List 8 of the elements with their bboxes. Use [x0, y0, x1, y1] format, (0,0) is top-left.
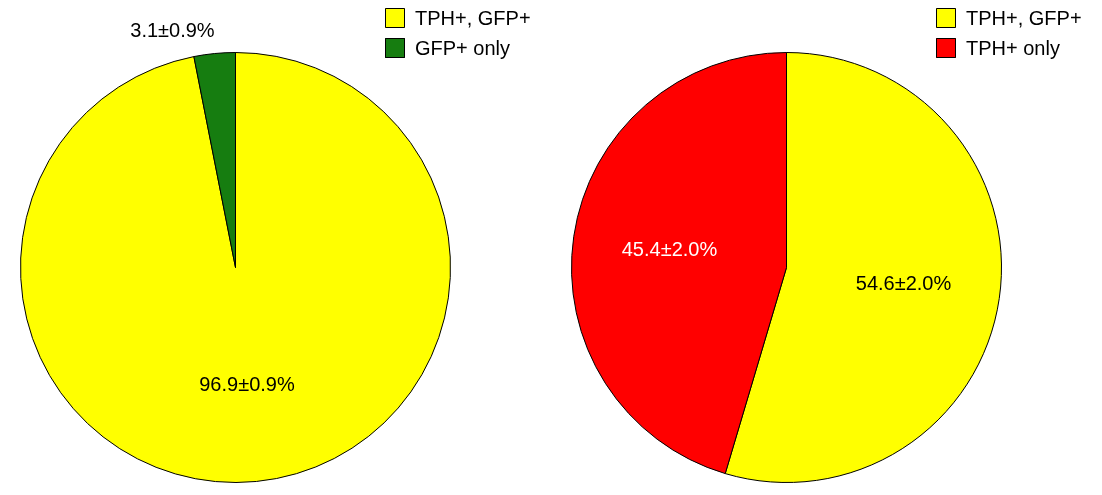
legend-label: GFP+ only: [415, 36, 511, 59]
legend-label: TPH+ only: [966, 36, 1060, 59]
data-label: 96.9±0.9%: [199, 372, 295, 395]
data-label: 45.4±2.0%: [621, 237, 718, 260]
legend-label: TPH+, GFP+: [966, 6, 1082, 29]
data-label: 3.1±0.9%: [130, 19, 215, 42]
legend-label: TPH+, GFP+: [415, 6, 531, 29]
data-label: 54.6±2.0%: [855, 272, 952, 295]
